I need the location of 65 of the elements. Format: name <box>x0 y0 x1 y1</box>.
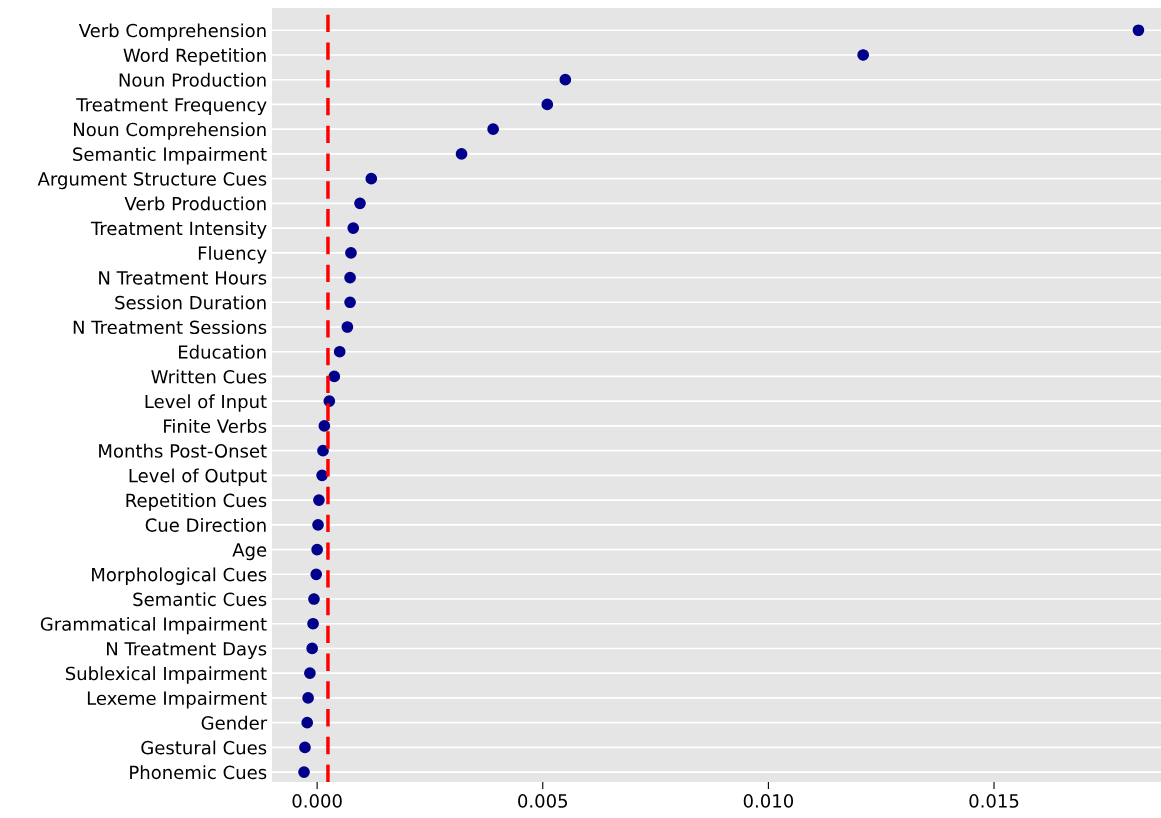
x-tick-label: 0.015 <box>969 794 1019 808</box>
point <box>559 73 572 86</box>
point <box>347 222 360 234</box>
y-tick-label: N Treatment Sessions <box>73 320 267 335</box>
point <box>301 716 314 729</box>
point <box>311 543 323 556</box>
point <box>365 172 378 185</box>
y-tick-label: Fluency <box>198 245 267 264</box>
y-tick-label: N Treatment Days <box>107 642 267 660</box>
point <box>313 494 325 506</box>
y-tick-label: Finite Verbs <box>164 419 267 434</box>
point <box>310 568 323 581</box>
y-tick-label: Lexeme Impairment <box>87 691 267 709</box>
y-tick-label: N Treatment Hours <box>99 271 267 285</box>
x-tick-label: 0.000 <box>292 794 342 808</box>
y-tick-label: Written Cues <box>151 369 267 384</box>
y-tick-label: Sublexical Impairment <box>65 666 267 684</box>
point <box>317 444 329 457</box>
y-tick-label: Noun Comprehension <box>73 122 266 140</box>
point <box>857 49 870 61</box>
point <box>1132 24 1145 37</box>
point <box>333 345 346 358</box>
x-tick-label: 0.005 <box>518 794 568 808</box>
y-tick-label: Age <box>232 543 267 561</box>
y-tick-label: Word Repetition <box>123 48 266 66</box>
y-tick-label: Level of Output <box>129 468 267 486</box>
y-tick-label: Semantic Cues <box>133 592 267 607</box>
y-tick-label: Morphological Cues <box>92 567 267 585</box>
y-tick-label: Noun Production <box>119 72 266 87</box>
x-tick-label: 0.010 <box>743 794 794 808</box>
y-tick-label: Semantic Impairment <box>73 147 267 165</box>
point <box>354 197 366 210</box>
point <box>312 518 324 531</box>
point <box>299 741 311 754</box>
point <box>455 148 468 160</box>
y-tick-label: Treatment Frequency <box>76 98 267 116</box>
y-tick-label: Verb Production <box>124 196 266 211</box>
point <box>487 123 499 136</box>
y-tick-label: Verb Comprehension <box>78 23 266 41</box>
point <box>541 98 554 111</box>
y-tick-label: Repetition Cues <box>126 493 267 511</box>
y-tick-label: Education <box>179 344 266 359</box>
point <box>344 271 356 284</box>
point <box>328 370 341 383</box>
y-tick-label: Session Duration <box>115 295 266 310</box>
point <box>344 296 356 309</box>
point <box>304 667 316 680</box>
y-tick-label: Cue Direction <box>145 517 266 532</box>
point <box>307 617 319 630</box>
y-tick-label: Argument Structure Cues <box>37 172 267 190</box>
point <box>316 469 328 482</box>
point <box>308 593 320 605</box>
point <box>298 766 310 778</box>
point <box>306 642 319 655</box>
point <box>341 321 354 333</box>
y-tick-label: Months Post-Onset <box>99 443 267 458</box>
y-tick-label: Treatment Intensity <box>90 221 267 239</box>
point <box>345 246 357 259</box>
point <box>318 420 331 432</box>
y-tick-label: Phonemic Cues <box>130 765 267 780</box>
y-tick-label: Level of Input <box>145 394 267 412</box>
y-tick-label: Gestural Cues <box>141 740 267 755</box>
y-tick-label: Gender <box>201 715 268 730</box>
y-tick-label: Grammatical Impairment <box>40 616 267 635</box>
point <box>302 692 314 704</box>
